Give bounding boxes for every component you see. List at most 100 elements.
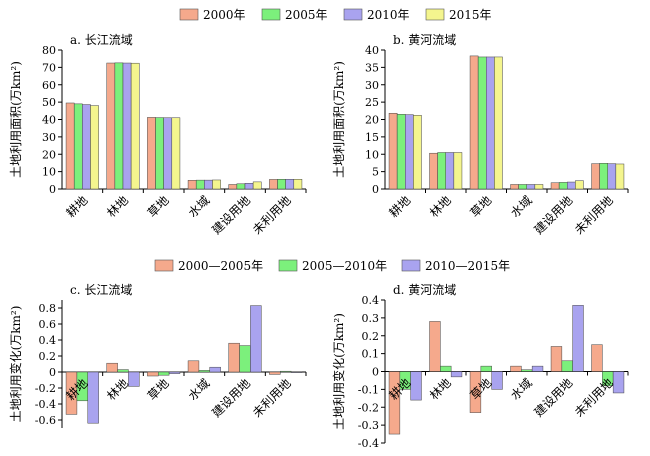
bar-草地-2 (163, 117, 173, 190)
y-tick-label: 50 (42, 96, 56, 109)
y-tick-label: 0 (372, 183, 379, 196)
y-tick-label: 30 (365, 79, 379, 92)
y-tick-label: 0.2 (362, 330, 380, 343)
y-tick-label: 10 (42, 166, 56, 179)
bar-耕地-1 (73, 103, 83, 190)
bar-建设用地-1 (239, 345, 251, 373)
legend-bottom-swatch-0 (154, 259, 174, 272)
y-axis-label: 土地利用变化(万km²) (331, 313, 346, 430)
bar-林地-0 (429, 321, 441, 372)
legend-top-label-2: 2010年 (367, 8, 410, 22)
x-category-label: 耕地 (386, 193, 414, 221)
bar-未利用地-3 (615, 163, 625, 190)
legend-top-swatch-1 (261, 8, 281, 21)
y-tick-label: 60 (42, 79, 56, 92)
bar-未利用地-0 (269, 371, 281, 375)
bar-未利用地-2 (607, 163, 617, 190)
bar-林地-2 (122, 62, 132, 190)
y-tick-label: 0 (49, 183, 56, 196)
bar-水域-1 (521, 369, 533, 372)
bar-建设用地-0 (550, 346, 563, 372)
x-category-label: 草地 (145, 193, 172, 220)
bar-水域-2 (526, 184, 536, 190)
y-tick-label: -0.4 (35, 398, 56, 411)
legend-bottom-swatch-1 (278, 259, 298, 272)
bar-林地-1 (440, 365, 452, 372)
bar-建设用地-3 (252, 181, 262, 190)
bar-水域-1 (195, 179, 205, 190)
y-tick-label: 80 (42, 44, 56, 57)
bar-水域-0 (510, 184, 519, 190)
bar-草地-2 (168, 371, 181, 374)
x-category-label: 建设用地 (209, 376, 253, 420)
bar-水域-2 (531, 365, 544, 372)
bar-水域-3 (534, 184, 544, 190)
y-tick-label: -0.2 (358, 401, 379, 414)
y-axis-label: 土地利用面积(万km²) (332, 61, 346, 178)
x-category-label: 建设用地 (209, 193, 253, 237)
bar-水域-1 (518, 184, 528, 190)
bar-未利用地-1 (599, 163, 609, 190)
bar-水域-0 (510, 365, 522, 372)
bar-未利用地-3 (293, 179, 303, 190)
bar-建设用地-3 (575, 180, 584, 190)
y-tick-label: 0.3 (362, 312, 380, 325)
bar-林地-2 (450, 371, 463, 378)
x-category-label: 未利用地 (250, 193, 294, 237)
y-tick-label: 10 (365, 148, 379, 161)
bar-林地-3 (453, 152, 463, 190)
y-axis-label: 土地利用面积(万km²) (9, 61, 23, 178)
y-tick-label: 35 (365, 61, 379, 74)
legend-top-label-3: 2015年 (449, 8, 492, 22)
bar-建设用地-2 (244, 183, 254, 190)
bar-草地-1 (157, 371, 170, 376)
bar-耕地-2 (410, 371, 422, 401)
bar-林地-0 (106, 362, 118, 373)
x-category-label: 建设用地 (532, 193, 576, 237)
y-tick-label: 20 (42, 148, 56, 161)
y-tick-label: 30 (42, 131, 56, 144)
x-category-label: 林地 (427, 193, 454, 220)
bar-耕地-0 (65, 102, 75, 190)
legend-top-label-0: 2000年 (203, 8, 246, 22)
bar-耕地-2 (82, 104, 91, 190)
bar-耕地-0 (388, 112, 398, 190)
x-category-label: 林地 (104, 376, 131, 403)
bar-未利用地-1 (279, 370, 292, 373)
bar-草地-0 (469, 55, 479, 190)
x-category-label: 未利用地 (572, 193, 616, 237)
x-category-label: 未利用地 (572, 376, 616, 420)
bar-水域-3 (212, 179, 221, 190)
legend-bottom-swatch-2 (401, 259, 421, 272)
y-tick-label: 15 (365, 131, 379, 144)
bar-林地-1 (437, 152, 446, 190)
bar-建设用地-1 (561, 360, 573, 372)
bar-耕地-2 (87, 371, 99, 424)
bar-林地-0 (106, 62, 116, 190)
bar-草地-3 (494, 56, 503, 190)
y-tick-label: 20 (365, 114, 379, 127)
bar-建设用地-1 (558, 182, 568, 190)
bar-建设用地-2 (572, 305, 584, 372)
legend-top-label-1: 2005年 (285, 8, 328, 22)
bar-耕地-2 (405, 114, 414, 190)
y-tick-label: 0.2 (39, 350, 57, 363)
legend-top-swatch-2 (343, 8, 363, 21)
bar-草地-0 (147, 371, 159, 377)
x-category-label: 水域 (186, 376, 213, 403)
y-tick-label: 40 (365, 44, 379, 57)
bar-建设用地-0 (550, 182, 560, 190)
bar-未利用地-2 (285, 179, 295, 190)
x-category-label: 林地 (427, 376, 454, 403)
bar-未利用地-2 (612, 371, 625, 394)
bar-林地-2 (128, 371, 140, 387)
y-tick-label: 70 (42, 61, 56, 74)
y-tick-label: 0.4 (362, 294, 380, 307)
y-tick-label: -0.2 (35, 382, 56, 395)
bar-草地-0 (147, 117, 156, 190)
x-category-label: 草地 (145, 376, 172, 403)
bar-林地-1 (114, 62, 124, 190)
